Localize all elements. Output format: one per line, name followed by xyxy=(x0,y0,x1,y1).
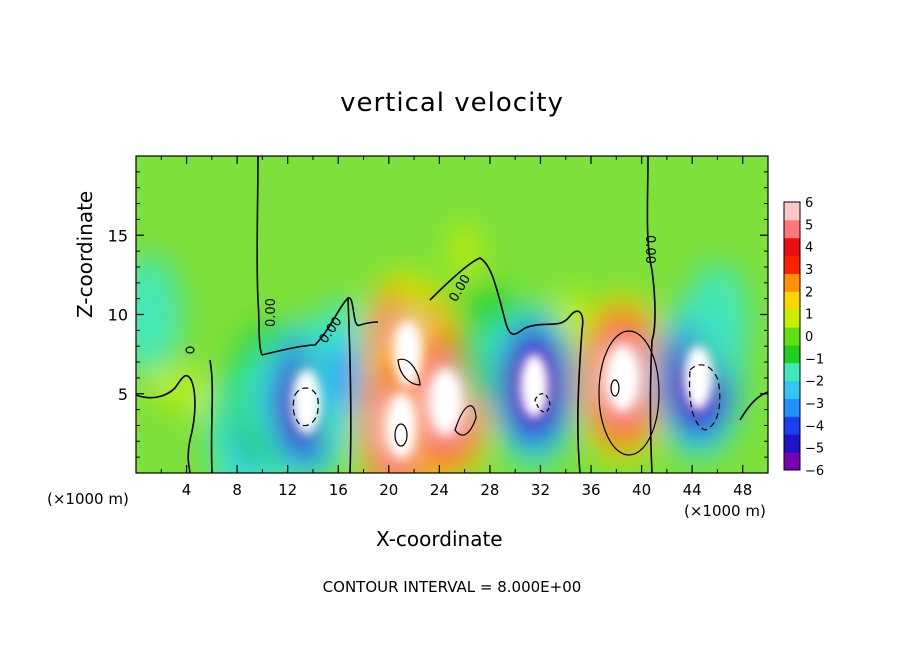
chart-title: vertical velocity xyxy=(340,88,564,118)
contour-line xyxy=(185,346,195,354)
colorbar-swatch xyxy=(784,255,800,274)
colorbar-tick-label: −2 xyxy=(805,375,824,390)
contour-line xyxy=(610,379,620,397)
contour-label: 0.00 xyxy=(642,235,657,264)
colorbar-tick-label: −6 xyxy=(805,464,824,479)
velocity-core xyxy=(431,369,460,434)
velocity-cell xyxy=(136,287,164,342)
colorbar-swatch xyxy=(784,219,800,239)
y-axis-label: Z-coordinate xyxy=(73,190,97,318)
colorbar-tick-label: −1 xyxy=(805,352,824,367)
colorbar-swatch xyxy=(784,291,800,310)
colorbar-swatch xyxy=(784,309,800,328)
contour-line-negative xyxy=(534,393,551,413)
colorbar-swatch xyxy=(784,327,800,346)
colorbar-swatch xyxy=(784,434,800,453)
velocity-cell xyxy=(177,366,208,421)
velocity-core xyxy=(520,353,549,418)
colorbar-tick-label: 5 xyxy=(805,218,813,233)
velocity-cell xyxy=(702,295,733,350)
contour-line xyxy=(394,423,408,447)
colorbar-tick-label: −5 xyxy=(805,442,824,457)
zero-contour-line xyxy=(739,391,768,421)
zero-contour-line xyxy=(209,359,214,473)
x-tick-label: 24 xyxy=(430,481,449,499)
x-tick-label: 4 xyxy=(182,481,192,499)
zero-contour-line xyxy=(347,297,352,473)
contour-line xyxy=(397,358,421,386)
x-tick-label: 44 xyxy=(683,481,702,499)
y-axis: 5 10 15 xyxy=(108,171,768,458)
velocity-core xyxy=(387,393,416,458)
colorbar-tick-label: 3 xyxy=(805,263,813,278)
zero-contour-line xyxy=(429,257,584,473)
velocity-core xyxy=(684,345,713,410)
velocity-cell xyxy=(399,271,430,326)
zero-contours xyxy=(136,156,768,473)
colorbar-tick-label: −3 xyxy=(805,397,824,412)
x-unit-label-right: (×1000 m) xyxy=(684,502,766,520)
zero-contour-line xyxy=(136,374,196,473)
colorbar-swatch xyxy=(784,452,800,471)
velocity-field: 0.00 0.00 0.00 0.00 xyxy=(136,156,768,473)
x-axis: 4 8 12 16 20 24 28 32 36 40 44 48 xyxy=(160,156,752,499)
colorbar-swatch xyxy=(784,362,800,382)
colorbar-swatch xyxy=(784,202,800,221)
colorbar-frame xyxy=(783,201,801,471)
x-tick-label: 16 xyxy=(329,481,348,499)
x-unit-label-left: (×1000 m) xyxy=(47,490,129,508)
x-axis-label: X-coordinate xyxy=(376,527,503,551)
x-tick-label: 8 xyxy=(232,481,242,499)
colorbar-swatch xyxy=(784,398,800,417)
x-tick-label: 12 xyxy=(278,481,297,499)
colorbar-swatch xyxy=(784,273,800,292)
velocity-core xyxy=(608,345,637,410)
y-tick-label: 15 xyxy=(108,226,128,245)
x-tick-label: 20 xyxy=(379,481,398,499)
colorbar-swatch xyxy=(784,237,800,257)
zero-contour-line xyxy=(646,156,656,473)
colorbar-tick-label: 1 xyxy=(805,308,813,323)
x-tick-label: 48 xyxy=(733,481,752,499)
contour-line-negative xyxy=(292,387,319,427)
contour-line xyxy=(454,405,477,436)
velocity-cell xyxy=(449,224,480,279)
contour-interval-note: CONTOUR INTERVAL = 8.000E+00 xyxy=(322,578,582,596)
contour-line-negative xyxy=(688,364,721,431)
colorbar: 6 5 4 3 2 1 0 −1 −2 −3 −4 −5 −6 xyxy=(783,196,824,479)
zero-contour-line xyxy=(256,156,263,356)
colorbar-tick-label: 6 xyxy=(805,196,813,211)
velocity-core xyxy=(292,369,321,434)
velocity-core xyxy=(393,322,422,387)
velocity-cell xyxy=(329,350,360,405)
x-tick-label: 40 xyxy=(632,481,651,499)
inner-contours xyxy=(185,330,721,456)
contour-line xyxy=(598,330,660,456)
y-tick-label: 10 xyxy=(108,306,128,325)
y-tick-label: 5 xyxy=(118,385,128,404)
contour-label: 0.00 xyxy=(264,298,279,327)
colorbar-swatch xyxy=(784,344,800,364)
colorbar-tick-label: 0 xyxy=(805,330,813,345)
colorbar-tick-label: −4 xyxy=(805,419,824,434)
x-tick-label: 32 xyxy=(531,481,550,499)
x-tick-label: 28 xyxy=(480,481,499,499)
colorbar-swatch xyxy=(784,380,800,400)
colorbar-swatch xyxy=(784,416,800,435)
colorbar-tick-label: 4 xyxy=(805,241,813,256)
colorbar-tick-label: 2 xyxy=(805,285,813,300)
x-tick-label: 36 xyxy=(581,481,600,499)
